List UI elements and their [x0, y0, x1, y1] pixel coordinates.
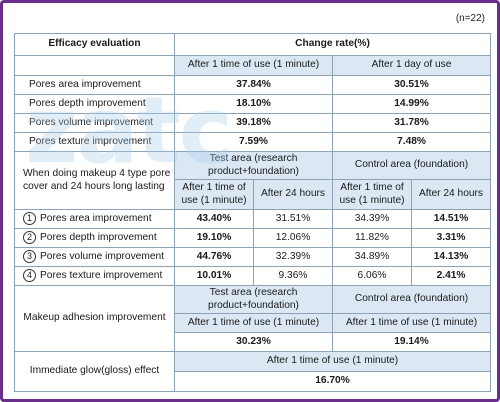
header-efficacy-evaluation: Efficacy evaluation [14, 33, 175, 56]
value-cell: 2.41% [410, 266, 492, 286]
circled-number: 3 [23, 250, 36, 264]
row-label-text: Pores texture improvement [40, 270, 163, 282]
row-label-text: Pores volume improvement [40, 251, 164, 263]
row-label: Pores volume improvement [14, 113, 175, 133]
row-label: 1 Pores area improvement [14, 209, 175, 229]
section3-control-area: Control area (foundation) [331, 285, 492, 314]
value-cell: 19.10% [174, 228, 254, 248]
value-cell: 6.06% [332, 266, 412, 286]
value-cell: 14.51% [410, 209, 492, 229]
value-cell: 16.70% [173, 371, 492, 392]
value-cell: 30.23% [174, 332, 333, 352]
section3-cond-test: After 1 time of use (1 minute) [174, 313, 333, 333]
circled-number: 4 [23, 269, 36, 283]
section3-condition-row: After 1 time of use (1 minute) After 1 t… [15, 313, 492, 333]
test-after-1min: After 1 time of use (1 minute) [174, 179, 254, 210]
value-cell: 34.39% [332, 209, 412, 229]
section2-timepoint-row: After 1 time of use (1 minute) After 24 … [15, 179, 492, 210]
section3-cond-control: After 1 time of use (1 minute) [331, 313, 492, 333]
section1-cond-1min: After 1 time of use (1 minute) [174, 55, 333, 76]
value-cell: 39.18% [174, 113, 333, 133]
value-cell: 3.31% [410, 228, 492, 248]
table-row: 30.23% 19.14% [15, 332, 492, 352]
circled-number: 2 [23, 231, 36, 245]
table-row: 16.70% [15, 371, 492, 392]
value-cell: 18.10% [174, 94, 333, 114]
row-label: Pores texture improvement [14, 132, 175, 152]
table-row: 1 Pores area improvement 43.40% 31.51% 34… [14, 209, 492, 229]
value-cell: 43.40% [174, 209, 254, 229]
table-header-row: Efficacy evaluation Change rate(%) [14, 33, 492, 56]
value-cell: 37.84% [174, 75, 333, 95]
value-cell: 32.39% [253, 247, 333, 267]
section1-condition-row: After 1 time of use (1 minute) After 1 d… [14, 55, 492, 76]
row-label: Pores depth improvement [14, 94, 175, 114]
efficacy-table: Efficacy evaluation Change rate(%) After… [14, 33, 492, 392]
section3-label: Makeup adhesion improvement [14, 285, 175, 352]
table-row: Pores area improvement 37.84% 30.51% [14, 75, 492, 95]
value-cell: 31.51% [253, 209, 333, 229]
table-row: Pores texture improvement 7.59% 7.48% [14, 132, 492, 152]
table-row: 3 Pores volume improvement 44.76% 32.39% … [14, 247, 492, 267]
value-cell: 44.76% [174, 247, 254, 267]
section4-cond: After 1 time of use (1 minute) [173, 351, 492, 372]
section2-test-area: Test area (research product+foundation) [174, 151, 333, 180]
value-cell: 19.14% [331, 332, 492, 352]
table-row: Pores volume improvement 39.18% 31.78% [14, 113, 492, 133]
control-after-1min: After 1 time of use (1 minute) [332, 179, 412, 210]
value-cell: 31.78% [331, 113, 492, 133]
table-row: 2 Pores depth improvement 19.10% 12.06% 1… [14, 228, 492, 248]
table-row: 4 Pores texture improvement 10.01% 9.36% … [14, 266, 492, 286]
section2-control-area: Control area (foundation) [331, 151, 492, 180]
value-cell: 7.59% [174, 132, 333, 152]
value-cell: 9.36% [253, 266, 333, 286]
section4-condition-row: Immediate glow(gloss) effect After 1 tim… [14, 351, 492, 392]
control-after-24h: After 24 hours [410, 179, 492, 210]
section2-area-row: When doing makeup 4 type pore cover and … [14, 151, 492, 210]
value-cell: 14.99% [331, 94, 492, 114]
row-label-text: Pores area improvement [40, 213, 152, 225]
test-after-24h: After 24 hours [253, 179, 333, 210]
sample-size-note: (n=22) [455, 13, 485, 24]
section3-test-area: Test area (research product+foundation) [174, 285, 333, 314]
section2-title: When doing makeup 4 type pore cover and … [14, 151, 175, 210]
circled-number: 1 [23, 212, 36, 226]
value-cell: 11.82% [332, 228, 412, 248]
row-label-text: Pores depth improvement [40, 232, 157, 244]
table-row: Pores depth improvement 18.10% 14.99% [14, 94, 492, 114]
section3-area-row: Makeup adhesion improvement Test area (r… [14, 285, 492, 352]
section1-cond-1day: After 1 day of use [331, 55, 492, 76]
value-cell: 12.06% [253, 228, 333, 248]
row-label: 2 Pores depth improvement [14, 228, 175, 248]
empty-cell [14, 55, 175, 76]
value-cell: 7.48% [331, 132, 492, 152]
value-cell: 34.89% [332, 247, 412, 267]
row-label: 4 Pores texture improvement [14, 266, 175, 286]
value-cell: 30.51% [331, 75, 492, 95]
section4-label: Immediate glow(gloss) effect [14, 351, 175, 392]
row-label: Pores area improvement [14, 75, 175, 95]
row-label: 3 Pores volume improvement [14, 247, 175, 267]
value-cell: 10.01% [174, 266, 254, 286]
header-change-rate: Change rate(%) [173, 33, 492, 56]
value-cell: 14.13% [410, 247, 492, 267]
